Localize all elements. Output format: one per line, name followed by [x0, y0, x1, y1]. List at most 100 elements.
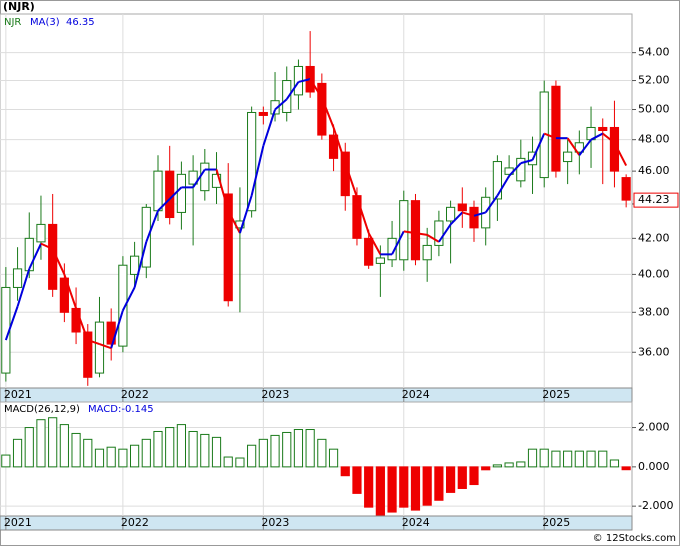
candle-body — [516, 157, 526, 182]
macd-bar — [445, 466, 456, 493]
ma-segment — [16, 268, 31, 307]
macd-bar — [153, 430, 163, 468]
macd-annotation: MACD:-0.145 — [88, 404, 154, 415]
x-tick-label: 2024 — [402, 388, 430, 401]
macd-bar — [48, 417, 58, 468]
ma-segment — [403, 230, 416, 235]
candle-body — [24, 237, 34, 272]
macd-bar — [211, 436, 222, 468]
macd-bar — [527, 448, 538, 468]
ma-segment — [496, 175, 510, 197]
candle-body — [59, 277, 69, 313]
macd-bar — [516, 461, 526, 468]
candle-body — [387, 237, 397, 261]
ma-segment — [51, 248, 66, 275]
macd-bar — [129, 444, 140, 468]
candle-body — [188, 170, 198, 185]
ma-segment — [28, 243, 42, 270]
ma-segment — [309, 78, 323, 99]
x-tick-label: 2024 — [402, 516, 430, 529]
ma-segment — [356, 196, 370, 234]
ma-segment — [227, 210, 241, 234]
x-tick-label: 2022 — [121, 388, 149, 401]
macd-bar — [492, 464, 503, 468]
candle-body — [200, 162, 210, 192]
candle-body — [71, 307, 81, 333]
ma-segment — [250, 145, 265, 196]
candle-body — [492, 161, 503, 200]
x-tick-label: 2023 — [261, 388, 289, 401]
candle-body — [129, 255, 140, 275]
ma-segment — [484, 195, 499, 213]
macd-bar — [504, 462, 514, 468]
y-tick-label: 54.00 — [638, 46, 670, 59]
ma-segment — [415, 232, 428, 236]
ma-segment — [238, 195, 253, 234]
candle-body — [551, 85, 561, 172]
y-tick-label: 0.000 — [638, 460, 670, 473]
macd-bar — [258, 438, 268, 468]
macd-bar — [235, 457, 245, 468]
ma-segment — [99, 343, 112, 350]
macd-title: MACD(26,12,9) — [4, 404, 80, 415]
ma-segment — [169, 186, 183, 200]
macd-bar — [71, 432, 81, 468]
legend-price: NJR — [4, 17, 21, 28]
macd-bar — [247, 444, 257, 468]
macd-bar — [387, 466, 397, 513]
ma-segment — [75, 308, 89, 341]
x-axis-band — [0, 387, 633, 403]
y-tick-label: 42.00 — [638, 231, 670, 244]
ma-segment — [215, 169, 230, 211]
candle-body — [399, 200, 409, 261]
macd-bar — [270, 434, 280, 468]
ma-segment — [332, 127, 347, 164]
ma-segment — [578, 139, 592, 156]
macd-bar — [352, 466, 362, 494]
candle-body — [621, 177, 631, 201]
x-tick-label: 2025 — [542, 516, 570, 529]
candle-body — [445, 206, 456, 222]
ma-segment — [285, 81, 300, 100]
macd-bar — [223, 456, 233, 468]
x-tick-label: 2023 — [261, 516, 289, 529]
macd-bar — [621, 466, 631, 471]
macd-bar — [563, 450, 573, 468]
candle-body — [352, 195, 362, 239]
candle-body — [598, 126, 608, 132]
macd-bar — [305, 429, 315, 468]
ma-segment — [449, 211, 464, 226]
ma-segment — [110, 310, 124, 349]
ma-segment — [133, 241, 148, 288]
candle-body — [270, 100, 280, 115]
candle-body — [176, 173, 187, 213]
macd-bar — [176, 424, 187, 468]
candle-body — [457, 203, 467, 212]
ma-segment — [613, 142, 628, 166]
candle-body — [434, 220, 444, 246]
macd-bar — [94, 448, 105, 468]
ma-segment — [462, 211, 475, 217]
ma-segment — [590, 132, 604, 141]
ma-segment — [298, 78, 311, 83]
ma-segment — [344, 162, 358, 198]
ma-segment — [4, 306, 19, 341]
macd-bar — [141, 438, 151, 468]
ma-segment — [543, 132, 557, 140]
macd-bar — [410, 466, 421, 511]
ma-segment — [473, 211, 486, 217]
y-tick-label: -2.000 — [638, 499, 673, 512]
macd-panel — [0, 401, 633, 517]
macd-bar — [574, 450, 584, 468]
ma-segment — [320, 97, 335, 128]
macd-bar — [539, 448, 549, 468]
ma-segment — [262, 109, 276, 147]
candle-body — [317, 82, 327, 136]
candle-body — [282, 80, 292, 113]
footer: © 12Stocks.com — [593, 533, 676, 544]
candle-body — [328, 134, 339, 159]
ma-segment — [40, 242, 54, 250]
legend-ma-value: 46.35 — [66, 17, 95, 28]
candle-body — [83, 331, 93, 378]
